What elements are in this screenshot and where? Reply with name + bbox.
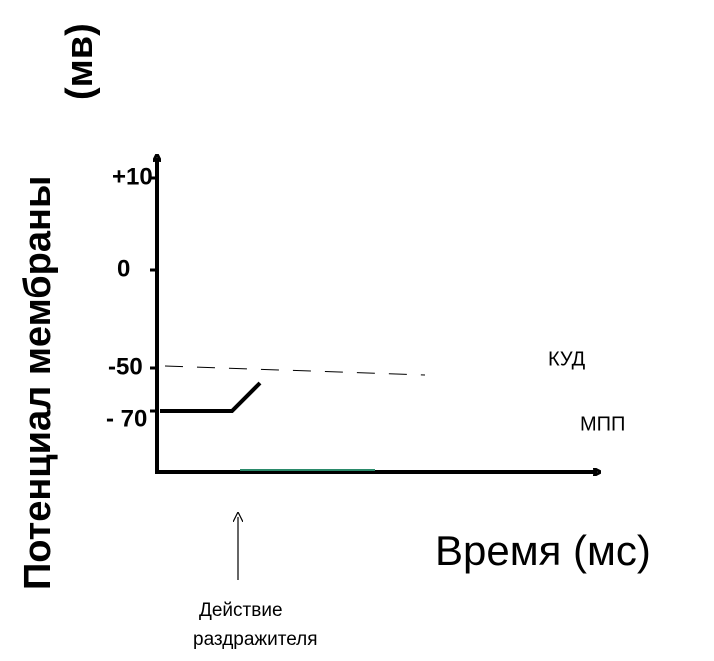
y-tick-label: 0: [117, 255, 130, 282]
resting-label: МПП: [580, 413, 625, 435]
threshold-line: [164, 365, 426, 376]
potential-curve: [160, 381, 262, 413]
y-tick-label: +10: [112, 163, 153, 190]
y-tick-label: - 70: [106, 405, 147, 432]
x-axis-label: Время (мс): [435, 527, 651, 574]
y-axis-label-unit: (мв): [59, 23, 101, 100]
threshold-label: КУД: [548, 348, 586, 370]
y-axis-label: Потенциал мембраны: [17, 176, 59, 590]
stimulus-label: раздражителя: [193, 629, 318, 650]
stimulus-label: Действие: [199, 600, 283, 621]
y-tick-label: -50: [108, 353, 143, 380]
